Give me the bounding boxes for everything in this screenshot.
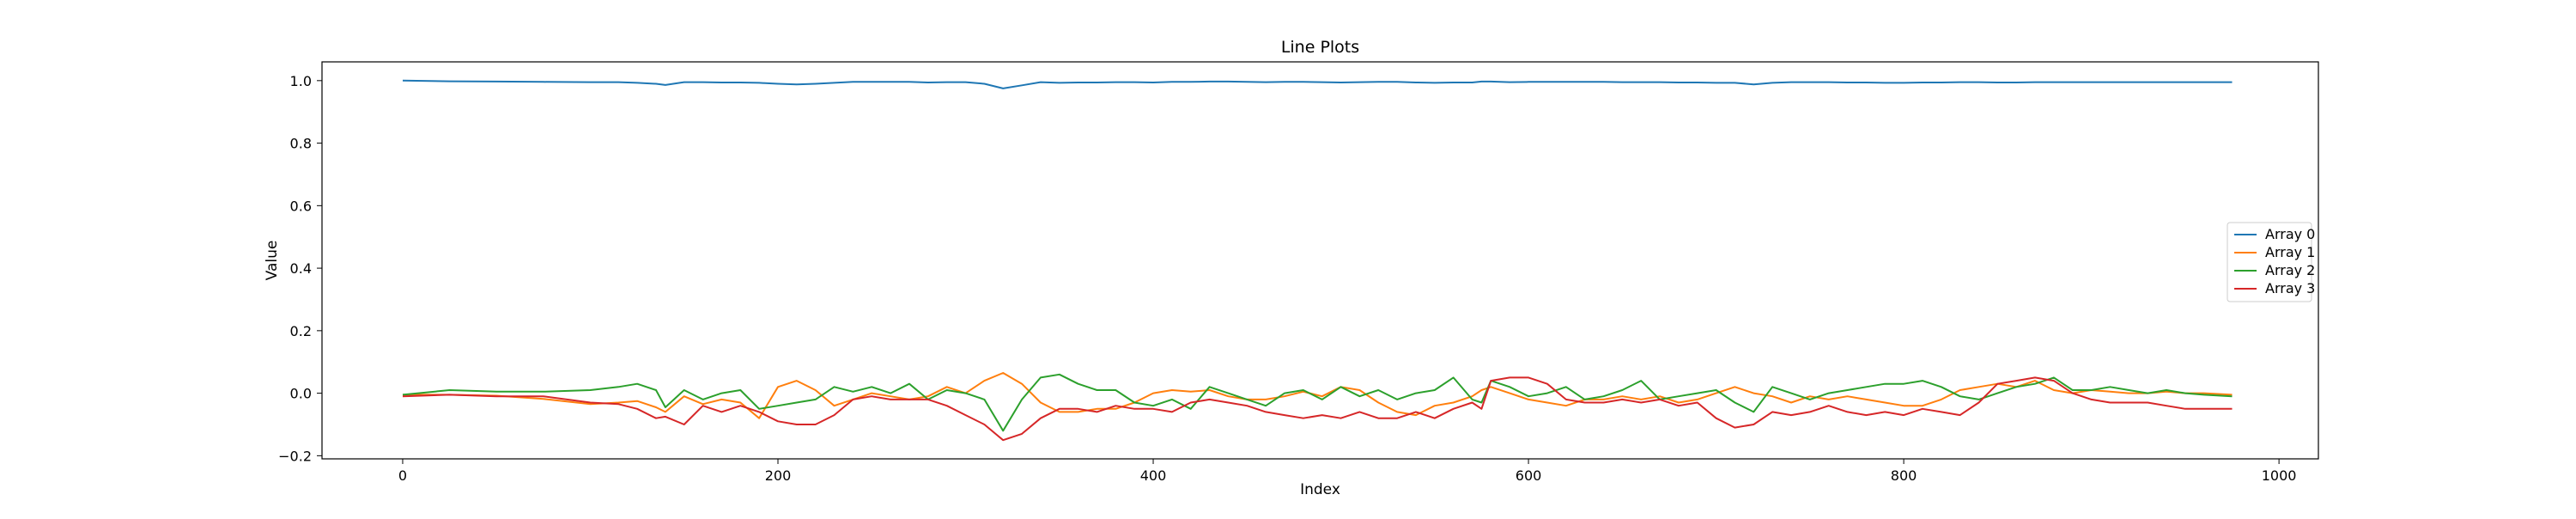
series-line-array-3 (402, 376, 2233, 442)
x-tick-label: 400 (1140, 467, 1167, 484)
y-tick-label: 0.2 (290, 323, 312, 339)
legend-label: Array 0 (2265, 226, 2315, 242)
series-line-array-0 (402, 79, 2233, 89)
plot-area-frame (321, 61, 2319, 460)
x-tick-label: 200 (765, 467, 792, 484)
series-line-array-2 (402, 373, 2233, 432)
x-axis-ticks: 0 200 400 600 800 1000 (398, 459, 2297, 484)
series-line-array-1 (403, 372, 2233, 419)
legend-label: Array 3 (2265, 280, 2315, 296)
x-tick-label: 600 (1516, 467, 1542, 484)
legend-label: Array 1 (2265, 244, 2315, 260)
y-tick-label: 1.0 (290, 73, 312, 89)
legend-label: Array 2 (2265, 262, 2315, 278)
y-tick-label: −0.2 (278, 448, 312, 464)
x-tick-label: 1000 (2262, 467, 2297, 484)
y-tick-label: 0.8 (290, 136, 312, 152)
chart-title: Line Plots (1281, 38, 1359, 57)
y-axis-ticks: −0.2 0.0 0.2 0.4 0.6 0.8 1.0 (278, 73, 322, 464)
y-tick-label: 0.0 (290, 386, 312, 402)
x-tick-label: 0 (398, 467, 407, 484)
legend: Array 0 Array 1 Array 2 Array 3 (2227, 222, 2315, 302)
legend-box (2227, 222, 2312, 302)
x-axis-label: Index (1300, 481, 1340, 498)
y-tick-label: 0.6 (290, 198, 312, 214)
y-axis-label: Value (264, 241, 281, 281)
x-tick-label: 800 (1891, 467, 1917, 484)
series-lines (402, 79, 2233, 442)
y-tick-label: 0.4 (290, 260, 312, 277)
